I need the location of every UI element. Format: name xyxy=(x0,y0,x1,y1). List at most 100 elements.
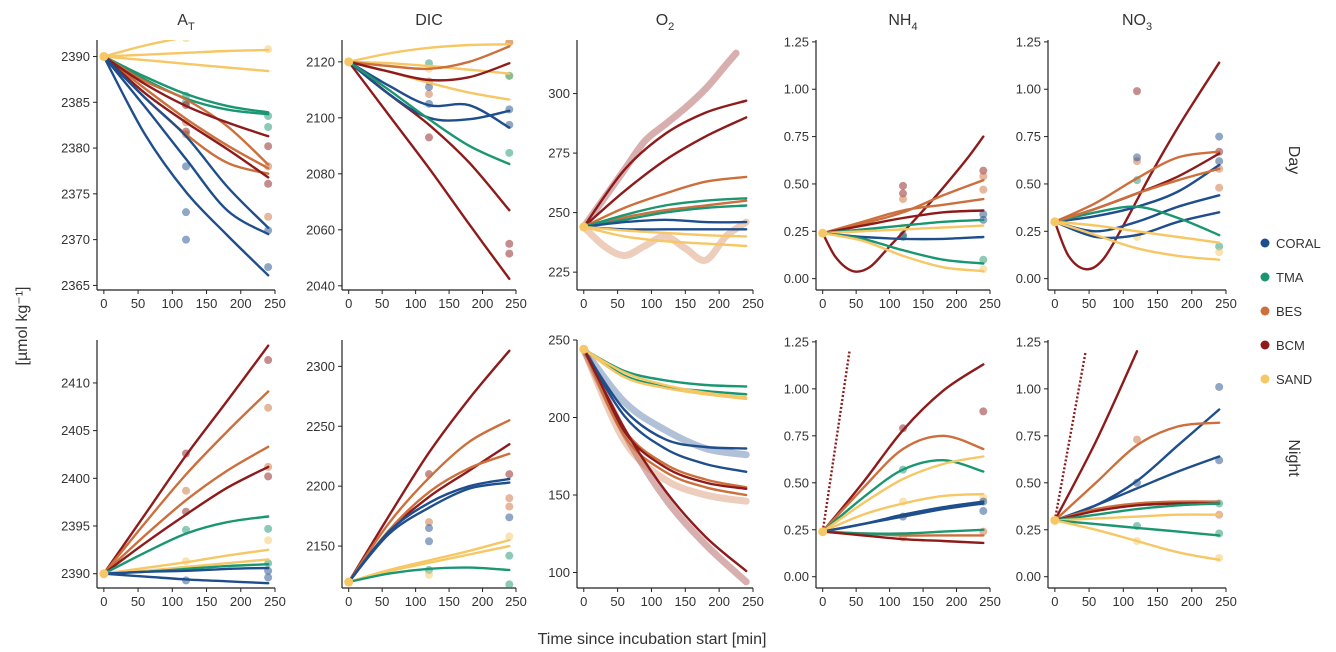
x-tick-label: 100 xyxy=(405,296,427,311)
fit-line-bcm xyxy=(821,209,985,235)
fit-line-tma xyxy=(821,458,985,533)
y-tick-label: 1.25 xyxy=(1016,34,1041,49)
data-point-bcm xyxy=(1133,87,1141,96)
fit-line-bcm xyxy=(1053,350,1139,522)
fit-line-tma xyxy=(1053,205,1221,237)
x-tick-label: 200 xyxy=(708,594,730,609)
legend-key-coral xyxy=(1260,238,1270,248)
fit-line-bes xyxy=(102,445,270,575)
y-tick-label: 225 xyxy=(548,265,570,280)
y-tick-label: 0.75 xyxy=(1016,129,1041,144)
y-tick-label: 2375 xyxy=(61,186,90,201)
start-point xyxy=(579,344,589,354)
panel-night-5: 0.00 0.25 0.50 0.75 1.00 1.25 0 50 100 150 200 250 xyxy=(1016,334,1237,609)
y-tick-label: 250 xyxy=(548,205,570,220)
x-axis-title: Time since incubation start [min] xyxy=(538,631,767,648)
fit-line-coral xyxy=(1053,211,1221,240)
fit-line-sand xyxy=(347,544,511,584)
fit-line-bes xyxy=(102,55,270,170)
data-point-coral xyxy=(264,573,273,582)
legend-key-bcm xyxy=(1260,340,1270,350)
fit-line-sand xyxy=(1053,220,1221,261)
fit-line-bcm xyxy=(821,530,985,545)
data-point-bcm xyxy=(899,181,907,190)
plot-area xyxy=(579,344,750,586)
fit-line-sand xyxy=(582,225,748,238)
y-tick-label: 1.00 xyxy=(1016,381,1041,396)
fit-line-sand xyxy=(102,48,270,58)
data-point-bes xyxy=(264,403,273,412)
y-tick-label: 0.00 xyxy=(784,271,809,286)
y-tick-label: 0.75 xyxy=(1016,428,1041,443)
row-label-night: Night xyxy=(1285,439,1302,477)
y-tick-label: 1.00 xyxy=(784,82,809,97)
data-point-bcm xyxy=(264,179,273,188)
y-tick-label: 2120 xyxy=(306,54,335,69)
y-tick-label: 0.25 xyxy=(784,224,809,239)
y-tick-label: 2400 xyxy=(61,471,90,486)
fit-line-tma xyxy=(582,204,748,229)
y-tick-label: 2100 xyxy=(306,110,335,125)
panel-title: NH4 xyxy=(888,12,917,33)
y-tick-label: 2395 xyxy=(61,519,90,534)
data-point-sand xyxy=(182,40,190,43)
x-tick-label: 150 xyxy=(196,296,218,311)
data-point-coral xyxy=(182,208,190,217)
x-tick-label: 250 xyxy=(742,296,764,311)
panel-day-5: 0.00 0.25 0.50 0.75 1.00 1.25 0 50 100 150 200 250 N… xyxy=(1016,12,1237,311)
x-tick-label: 50 xyxy=(1082,594,1096,609)
fit-line-bes xyxy=(347,45,511,71)
fit-line-bes xyxy=(102,55,270,166)
fit-line-sand xyxy=(821,224,985,235)
data-point-coral xyxy=(425,524,433,533)
panel-night-4: 0.00 0.25 0.50 0.75 1.00 1.25 0 50 100 150 200 250 xyxy=(784,334,1001,609)
x-tick-label: 50 xyxy=(849,296,863,311)
fit-line-sand xyxy=(582,348,748,401)
x-tick-label: 100 xyxy=(641,594,663,609)
start-point xyxy=(344,57,354,67)
start-point xyxy=(344,577,354,587)
x-tick-label: 200 xyxy=(708,296,730,311)
data-point-bes xyxy=(1133,435,1141,444)
x-tick-label: 200 xyxy=(230,296,252,311)
panel-grid: 2365 2370 2375 2380 2385 2390 0 50 100 150 200 250 A… xyxy=(61,12,1237,609)
x-tick-label: 0 xyxy=(580,594,587,609)
data-point-tma xyxy=(505,580,514,588)
data-point-coral xyxy=(1215,157,1224,166)
x-tick-label: 0 xyxy=(580,296,587,311)
legend: CORAL TMA BES BCM SAND xyxy=(1260,236,1321,387)
y-tick-label: 1.25 xyxy=(784,34,809,49)
data-point-tma xyxy=(1215,242,1224,251)
fit-line-coral xyxy=(347,60,511,129)
fit-line-coral xyxy=(102,55,270,236)
x-tick-label: 0 xyxy=(100,594,107,609)
x-tick-label: 250 xyxy=(979,594,1001,609)
data-point-coral xyxy=(979,506,988,515)
x-tick-label: 0 xyxy=(345,594,352,609)
panel-day-1: 2365 2370 2375 2380 2385 2390 0 50 100 150 200 250 A… xyxy=(61,12,286,311)
fit-line-bcm xyxy=(821,363,985,533)
fit-line-tma xyxy=(102,55,270,114)
data-point-coral xyxy=(264,263,273,272)
y-tick-label: 250 xyxy=(548,333,570,348)
fit-line-bes xyxy=(1053,500,1221,522)
legend-item-bcm: BCM xyxy=(1260,338,1305,353)
y-tick-label: 2040 xyxy=(306,278,335,293)
fit-line-sand xyxy=(102,548,270,575)
data-point-tma xyxy=(505,551,514,560)
y-tick-label: 100 xyxy=(548,565,570,580)
data-point-bcm xyxy=(979,166,988,175)
panel-title: DIC xyxy=(415,12,443,29)
legend-label-bes: BES xyxy=(1276,304,1302,319)
legend-label-tma: TMA xyxy=(1276,270,1304,285)
legend-label-bcm: BCM xyxy=(1276,338,1305,353)
y-tick-label: 2410 xyxy=(61,375,90,390)
data-point-bes xyxy=(425,518,433,527)
fit-line-bes xyxy=(1053,421,1221,522)
y-tick-label: 0.00 xyxy=(1016,569,1041,584)
start-point xyxy=(99,51,109,61)
data-point-bes xyxy=(979,172,988,181)
fit-line-bcm xyxy=(102,55,270,138)
x-tick-label: 150 xyxy=(674,296,696,311)
x-tick-label: 100 xyxy=(641,296,663,311)
